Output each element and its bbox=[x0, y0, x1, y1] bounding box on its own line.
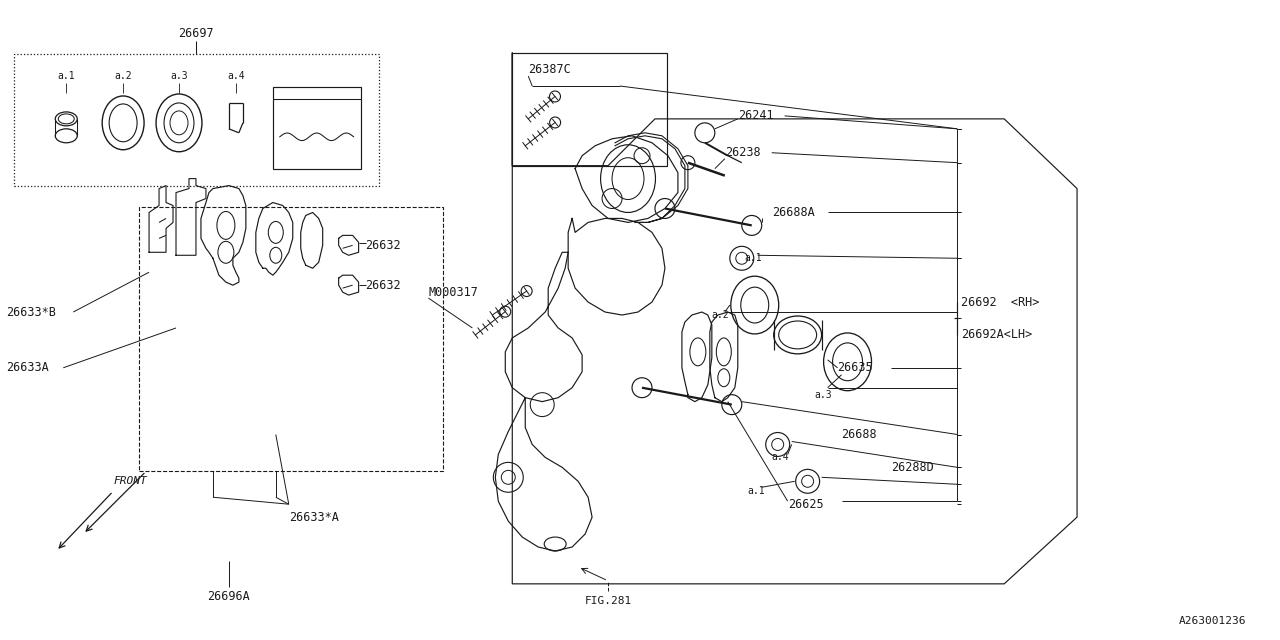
Text: 26633*B: 26633*B bbox=[6, 305, 56, 319]
Text: FIG.281: FIG.281 bbox=[585, 596, 632, 606]
Text: 26692A<LH>: 26692A<LH> bbox=[961, 328, 1033, 341]
Text: M000317: M000317 bbox=[429, 285, 479, 299]
Text: 26688: 26688 bbox=[841, 428, 877, 441]
Text: 26238: 26238 bbox=[724, 146, 760, 159]
Text: 26288D: 26288D bbox=[891, 461, 934, 474]
Text: 26632: 26632 bbox=[366, 278, 401, 292]
Text: a.2: a.2 bbox=[114, 71, 132, 81]
Text: a.2: a.2 bbox=[712, 310, 730, 320]
Text: a.4: a.4 bbox=[772, 452, 790, 463]
Text: 26696A: 26696A bbox=[207, 590, 251, 604]
Text: a.4: a.4 bbox=[227, 71, 244, 81]
Text: 26633*A: 26633*A bbox=[289, 511, 339, 524]
Text: 26632: 26632 bbox=[366, 239, 401, 252]
Text: 26635: 26635 bbox=[837, 362, 873, 374]
Text: 26688A: 26688A bbox=[772, 206, 814, 219]
Bar bbox=[14, 54, 379, 186]
Bar bbox=[512, 53, 667, 166]
Text: 26625: 26625 bbox=[787, 498, 823, 511]
Text: a.1: a.1 bbox=[745, 253, 763, 263]
Text: a.1: a.1 bbox=[748, 486, 765, 496]
Text: 26633A: 26633A bbox=[6, 362, 49, 374]
Text: 26697: 26697 bbox=[178, 27, 214, 40]
Text: 26692  <RH>: 26692 <RH> bbox=[961, 296, 1039, 308]
Text: A263001236: A263001236 bbox=[1179, 616, 1247, 626]
Text: a.3: a.3 bbox=[814, 390, 832, 399]
Text: FRONT: FRONT bbox=[113, 476, 147, 486]
Text: 26241: 26241 bbox=[737, 109, 773, 122]
Text: 26387C: 26387C bbox=[529, 63, 571, 76]
Text: a.3: a.3 bbox=[170, 71, 188, 81]
Bar bbox=[273, 87, 361, 169]
Text: a.1: a.1 bbox=[58, 71, 76, 81]
Bar bbox=[140, 207, 443, 471]
